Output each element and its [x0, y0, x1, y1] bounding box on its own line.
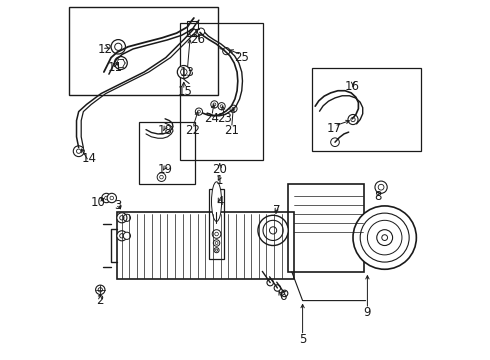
Circle shape [120, 216, 124, 220]
Text: 2: 2 [97, 294, 104, 307]
Circle shape [258, 215, 288, 246]
Text: 26: 26 [190, 33, 205, 46]
Circle shape [98, 288, 102, 292]
Circle shape [212, 230, 221, 238]
Circle shape [111, 40, 125, 54]
Circle shape [263, 220, 283, 240]
Bar [180, 23, 263, 160]
Circle shape [117, 213, 127, 223]
Circle shape [76, 149, 81, 153]
Circle shape [213, 240, 220, 246]
Circle shape [222, 48, 230, 55]
Circle shape [157, 173, 166, 181]
Text: 5: 5 [299, 333, 306, 346]
Circle shape [114, 57, 127, 69]
Circle shape [215, 232, 219, 236]
Circle shape [211, 101, 218, 108]
Text: 11: 11 [107, 61, 122, 74]
Text: 19: 19 [158, 163, 172, 176]
Text: 25: 25 [234, 51, 249, 64]
Circle shape [375, 181, 387, 193]
Circle shape [197, 28, 205, 35]
Circle shape [270, 227, 277, 234]
Circle shape [378, 184, 384, 190]
Text: 9: 9 [364, 306, 371, 319]
Circle shape [180, 69, 187, 75]
Circle shape [213, 103, 216, 106]
Circle shape [382, 235, 388, 240]
Circle shape [267, 279, 273, 286]
Text: 7: 7 [273, 204, 280, 217]
Circle shape [230, 105, 237, 112]
Circle shape [274, 285, 281, 291]
Circle shape [74, 146, 84, 157]
Circle shape [351, 117, 355, 122]
Circle shape [197, 110, 200, 113]
Circle shape [220, 105, 223, 108]
Circle shape [214, 248, 219, 253]
Text: 6: 6 [279, 291, 287, 303]
Circle shape [368, 220, 402, 255]
Circle shape [117, 231, 127, 241]
Text: 13: 13 [179, 66, 194, 78]
Bar [117, 212, 294, 279]
Circle shape [102, 193, 111, 203]
Circle shape [196, 108, 202, 115]
Circle shape [232, 107, 235, 110]
Bar [69, 7, 218, 95]
Circle shape [353, 206, 416, 269]
Text: 1: 1 [216, 174, 223, 186]
Circle shape [189, 29, 196, 36]
Circle shape [360, 213, 409, 262]
Text: 10: 10 [91, 196, 106, 209]
Text: 20: 20 [212, 163, 227, 176]
Ellipse shape [212, 182, 221, 221]
Circle shape [115, 43, 122, 50]
Text: 21: 21 [224, 124, 239, 137]
Circle shape [348, 114, 358, 125]
Text: 23: 23 [217, 112, 232, 125]
Text: 24: 24 [204, 112, 220, 125]
Circle shape [96, 285, 105, 294]
Bar [209, 189, 224, 259]
Text: 18: 18 [158, 124, 172, 137]
Circle shape [218, 103, 225, 110]
Bar [187, 21, 198, 36]
Circle shape [104, 196, 108, 200]
Circle shape [120, 234, 124, 238]
Text: 17: 17 [327, 122, 342, 135]
Circle shape [177, 66, 190, 78]
Bar [288, 184, 364, 272]
Bar [139, 122, 195, 184]
Circle shape [123, 232, 130, 239]
Text: 3: 3 [115, 199, 122, 212]
Circle shape [377, 230, 392, 246]
Circle shape [216, 249, 218, 251]
Circle shape [215, 242, 218, 244]
Circle shape [281, 290, 288, 297]
Text: 12: 12 [98, 43, 113, 56]
Bar [312, 68, 421, 151]
Circle shape [331, 138, 339, 147]
Circle shape [110, 196, 114, 200]
Text: 22: 22 [185, 124, 200, 137]
Text: 8: 8 [374, 190, 382, 203]
Circle shape [107, 193, 117, 203]
Text: 16: 16 [345, 80, 360, 93]
Text: 4: 4 [216, 195, 223, 208]
Circle shape [160, 175, 163, 179]
Text: 14: 14 [81, 152, 96, 165]
Text: 15: 15 [178, 85, 193, 98]
